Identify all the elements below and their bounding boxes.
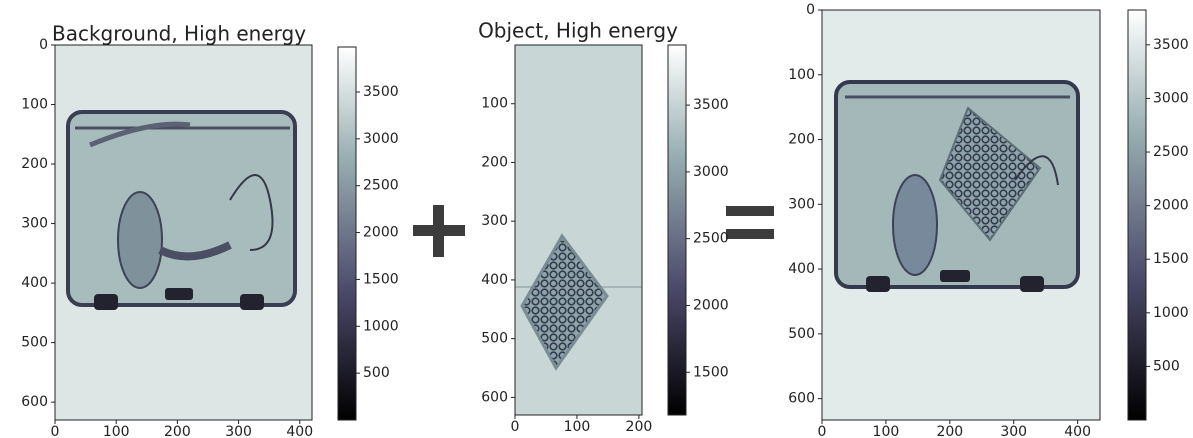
colorbar-tick-label: 3500 — [1153, 37, 1189, 53]
panel-title: Background, High energy — [52, 22, 306, 46]
equals-sign — [726, 206, 774, 239]
y-tick-label: 600 — [21, 394, 48, 410]
colorbar-tick-label: 3000 — [693, 164, 729, 180]
x-tick-label: 200 — [936, 424, 963, 438]
colorbar-tick-label: 1000 — [363, 318, 399, 334]
x-tick-label: 200 — [164, 424, 191, 438]
y-tick-label: 500 — [21, 335, 48, 351]
colorbar-tick-label: 500 — [1153, 358, 1180, 374]
y-tick-label: 400 — [788, 261, 815, 277]
x-tick-label: 200 — [626, 419, 653, 435]
y-tick-label: 100 — [788, 67, 815, 83]
axes-frame — [54, 44, 313, 421]
plus-sign — [413, 205, 465, 257]
colorbar-tick-label: 1500 — [693, 364, 729, 380]
y-tick-label: 100 — [21, 97, 48, 113]
colorbar-tick-label: 3000 — [1153, 90, 1189, 106]
y-tick-label: 500 — [788, 326, 815, 342]
background-image — [55, 45, 312, 420]
x-tick-label: 400 — [1064, 424, 1091, 438]
x-tick-label: 0 — [818, 424, 827, 438]
colorbar-tick-label: 2500 — [693, 231, 729, 247]
axes-frame — [514, 44, 643, 416]
x-tick-label: 100 — [103, 424, 130, 438]
colorbar — [667, 44, 687, 416]
y-tick-label: 300 — [481, 213, 508, 229]
y-tick-label: 300 — [788, 196, 815, 212]
y-tick-label: 200 — [481, 154, 508, 170]
x-tick-label: 100 — [873, 424, 900, 438]
axes-frame — [821, 9, 1101, 421]
x-tick-label: 100 — [564, 419, 591, 435]
colorbar-tick-label: 1500 — [1153, 251, 1189, 267]
object-image — [515, 45, 642, 415]
panel-title: Object, High energy — [478, 19, 678, 43]
colorbar-tick-label: 3500 — [693, 97, 729, 113]
colorbar-tick-label: 1500 — [363, 271, 399, 287]
colorbar — [1127, 9, 1147, 421]
y-tick-label: 0 — [806, 2, 815, 18]
colorbar-tick-label: 2000 — [693, 297, 729, 313]
x-tick-label: 0 — [51, 424, 60, 438]
colorbar-tick-label: 3000 — [363, 131, 399, 147]
colorbar-tick-label: 3500 — [363, 84, 399, 100]
colorbar-tick-label: 1000 — [1153, 305, 1189, 321]
y-tick-label: 200 — [788, 132, 815, 148]
colorbar-tick-label: 2000 — [1153, 198, 1189, 214]
colorbar-tick-label: 2000 — [363, 225, 399, 241]
y-tick-label: 600 — [481, 389, 508, 405]
y-tick-label: 0 — [39, 37, 48, 53]
y-tick-label: 300 — [21, 216, 48, 232]
y-tick-label: 400 — [481, 272, 508, 288]
y-tick-label: 100 — [481, 96, 508, 112]
x-tick-label: 0 — [511, 419, 520, 435]
colorbar-tick-label: 2500 — [1153, 144, 1189, 160]
combined-image — [822, 10, 1100, 420]
y-tick-label: 400 — [21, 275, 48, 291]
x-tick-label: 300 — [225, 424, 252, 438]
colorbar-tick-label: 2500 — [363, 178, 399, 194]
x-tick-label: 400 — [286, 424, 313, 438]
x-tick-label: 300 — [1000, 424, 1027, 438]
colorbar-tick-label: 500 — [363, 365, 390, 381]
colorbar — [337, 46, 357, 421]
y-tick-label: 500 — [481, 331, 508, 347]
y-tick-label: 200 — [21, 156, 48, 172]
y-tick-label: 600 — [788, 391, 815, 407]
